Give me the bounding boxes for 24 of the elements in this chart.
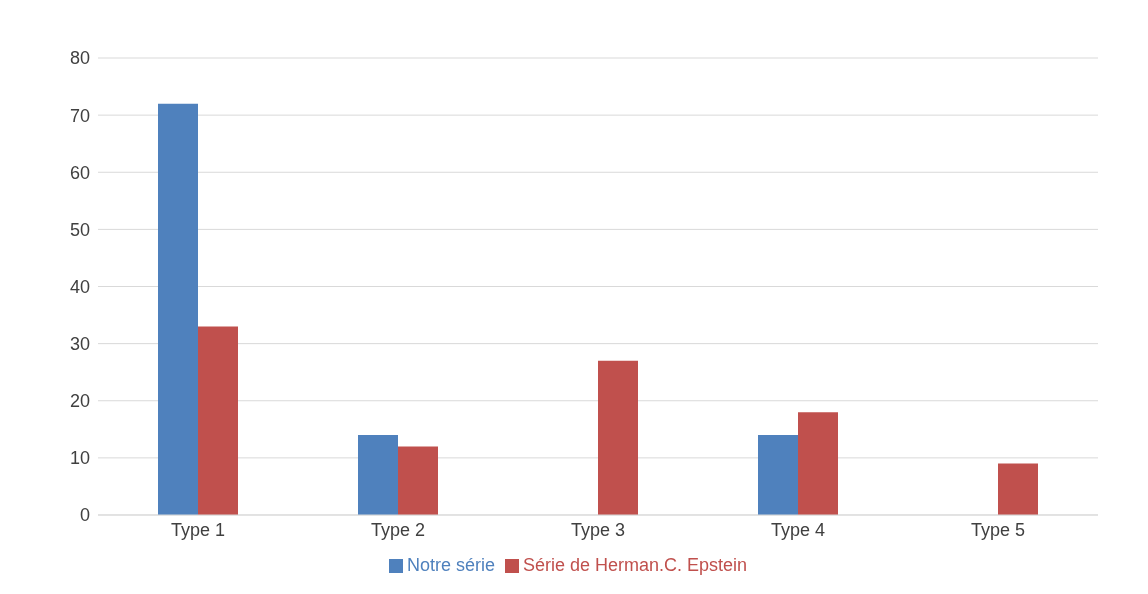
bar [398,446,438,515]
y-tick-label: 80 [69,48,90,69]
y-tick-label: 10 [69,448,90,469]
x-tick-label: Type 3 [570,519,626,540]
legend-label: Série de Herman.C. Epstein [522,555,748,575]
y-tick-label: 70 [69,105,90,126]
x-tick-label: Type 2 [370,519,426,540]
legend-label: Notre série [406,555,495,575]
y-tick-label: 30 [69,334,90,355]
y-tick-label: 20 [69,391,90,412]
x-tick-label: Type 4 [770,519,826,540]
y-tick-label: 40 [69,276,90,297]
bar [198,326,238,515]
bar [998,463,1038,515]
bar [158,103,198,515]
y-tick-label: 60 [69,162,90,183]
x-tick-label: Type 5 [970,519,1026,540]
bar [358,435,398,515]
y-tick-label: 50 [69,219,90,240]
y-tick-label: 0 [79,505,90,526]
x-tick-label: Type 1 [170,519,226,540]
bar [798,412,838,515]
bar [598,360,638,515]
bar [758,435,798,515]
